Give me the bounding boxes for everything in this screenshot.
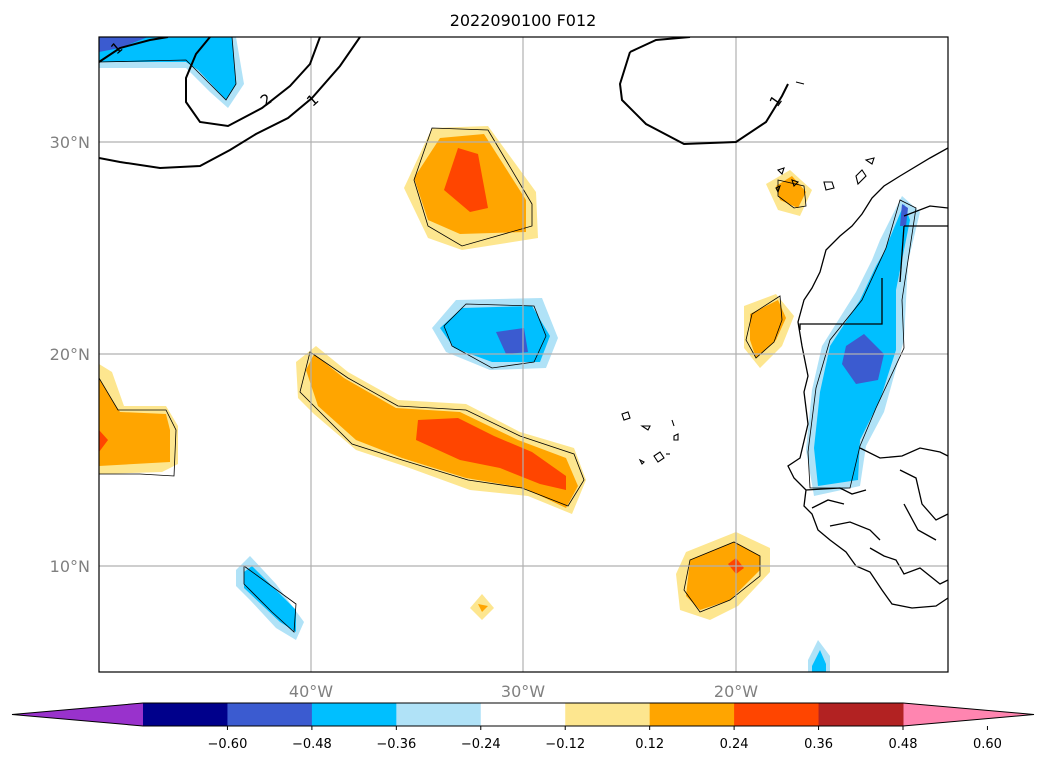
colorbar-tick-label: 0.60 xyxy=(973,737,1002,752)
positive-anomaly-southeast xyxy=(686,542,760,610)
positive-anomaly-north-core xyxy=(444,148,488,212)
map-gridlines xyxy=(99,37,948,672)
colorbar-segment xyxy=(143,703,228,726)
colorbar-segment xyxy=(734,703,820,726)
anomaly-outlines xyxy=(99,37,917,633)
lon-tick-label: 20°W xyxy=(714,682,758,701)
negative-anomaly-southwest xyxy=(244,566,296,632)
positive-anomaly-small xyxy=(478,604,488,612)
colorbar-tick-label: −0.60 xyxy=(208,737,248,752)
colorbar-outline xyxy=(11,702,1035,727)
chart-title: 2022090100 F012 xyxy=(450,11,597,30)
lon-tick-label: 40°W xyxy=(289,682,333,701)
colorbar-tick-label: 0.48 xyxy=(889,737,918,752)
negative-band-east-strip xyxy=(900,204,908,226)
map-plot-area: 1 2 1 1 xyxy=(99,37,948,672)
colorbar-tick-label: −0.36 xyxy=(376,737,416,752)
colorbar-segment xyxy=(649,703,735,726)
colorbar-tick-label: −0.12 xyxy=(545,737,585,752)
negative-anomaly-northwest xyxy=(99,37,236,100)
colorbar-segment xyxy=(227,703,313,726)
contour-lines xyxy=(99,37,789,170)
lon-tick-label: 30°W xyxy=(501,682,545,701)
lat-tick-label: 20°N xyxy=(50,345,90,364)
positive-band-central-core xyxy=(416,418,566,490)
colorbar-segment xyxy=(480,703,566,726)
islands xyxy=(621,81,875,465)
colorbar-segment xyxy=(565,703,651,726)
lat-tick-label: 10°N xyxy=(50,557,90,576)
colorbar-tick-label: −0.24 xyxy=(461,737,501,752)
positive-anomaly-east xyxy=(750,300,786,358)
coastlines xyxy=(787,147,948,609)
lat-tick-label: 30°N xyxy=(50,133,90,152)
colorbar: −0.60 −0.48 −0.36 −0.24 −0.12 0.12 0.24 0.36 0.4… xyxy=(11,702,1035,752)
plot-frame xyxy=(98,36,949,673)
colorbar-extend-min xyxy=(12,703,143,726)
colorbar-tick-label: 0.12 xyxy=(635,737,664,752)
colorbar-segment xyxy=(311,703,397,726)
colorbar-tick-label: 0.24 xyxy=(720,737,749,752)
colorbar-tick-label: 0.36 xyxy=(804,737,833,752)
negative-anomaly-northwest-core xyxy=(99,37,148,52)
negative-anomaly-south-edge xyxy=(812,650,826,672)
colorbar-segment xyxy=(396,703,482,726)
positive-anomaly-west xyxy=(99,378,170,466)
colorbar-segment xyxy=(818,703,904,726)
colorbar-extend-max xyxy=(903,703,1034,726)
negative-band-east-core xyxy=(842,334,884,384)
positive-anomaly-west-core xyxy=(99,430,108,452)
colorbar-tick-label: −0.48 xyxy=(292,737,332,752)
negative-anomaly-central-core xyxy=(496,328,528,354)
